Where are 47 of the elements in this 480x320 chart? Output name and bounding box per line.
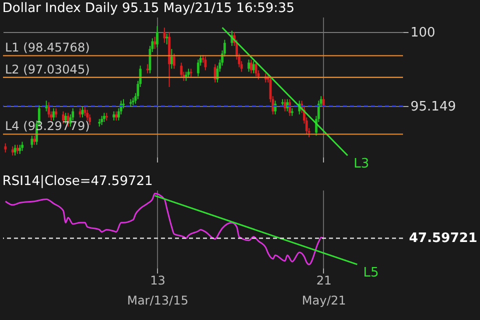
candlestick [100, 115, 103, 126]
candlestick [103, 112, 106, 122]
candlestick [166, 33, 168, 45]
candlestick [112, 110, 116, 121]
candlestick [248, 59, 250, 72]
candlestick [115, 110, 118, 121]
candlestick [274, 100, 276, 115]
candlestick [52, 108, 55, 121]
candlestick [156, 26, 158, 48]
x-tick-label: 21 May/21 [302, 274, 346, 308]
candlestick [196, 59, 200, 77]
candlestick [45, 100, 48, 112]
candlestick [172, 53, 176, 70]
ref-line-label: L1 (98.45768) [5, 40, 90, 55]
candlestick [33, 135, 36, 146]
candlestick [214, 64, 216, 83]
candlestick [18, 144, 22, 154]
candlestick [146, 64, 149, 74]
chart-title: RSI14|Close=47.59721 [2, 174, 153, 189]
candlestick [4, 142, 7, 153]
candlestick [78, 108, 82, 118]
ref-line-label: L2 (97.03045) [5, 62, 90, 76]
candlestick [48, 102, 50, 118]
candlestick [288, 98, 291, 116]
chart-title: Dollar Index Daily 95.15 May/21/15 16:59:35 [2, 1, 295, 16]
candlestick [190, 68, 192, 78]
candlestick [163, 27, 166, 44]
candlestick [11, 146, 14, 156]
candlestick [284, 98, 286, 112]
candlestick [14, 144, 16, 156]
y-tick-label: 100 [410, 26, 436, 41]
series-label: L3 [354, 156, 370, 172]
candlestick [252, 60, 255, 74]
candlestick [170, 48, 173, 70]
candlestick [84, 106, 86, 116]
y-tick-label: 95.149 [410, 100, 456, 115]
candlestick [30, 135, 34, 148]
series-label: L5 [363, 265, 379, 280]
candlestick [21, 141, 24, 152]
candlestick [204, 56, 207, 71]
candlestick [286, 98, 289, 112]
candlestick [86, 109, 89, 121]
candlestick [154, 36, 156, 50]
text: 47.59721 [409, 231, 478, 246]
candlestick [180, 62, 183, 78]
candlestick [250, 59, 252, 74]
x-tick-label: 13 Mar/13/15 [127, 274, 188, 308]
